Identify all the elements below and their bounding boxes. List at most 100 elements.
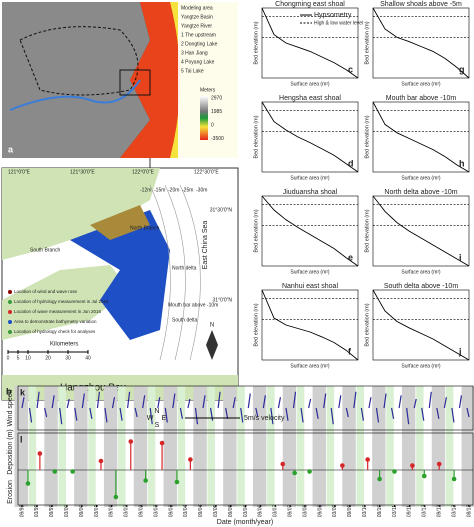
plot-frame [372,101,470,173]
shoal [90,205,150,240]
scale-label: 0 [7,355,10,361]
season-band [252,386,267,507]
wind-stick [390,407,395,419]
plot-frame [261,101,359,173]
compass-b [206,330,218,360]
season-band [133,386,148,507]
point [365,457,370,462]
x-tick-label: 09/11 [407,505,413,517]
contour-label: -12m [140,187,151,193]
wind-stick [240,407,244,423]
x-axis-label: Surface area (m²) [401,175,441,181]
scale-label: 10 [25,355,31,361]
colorbar-label: 2970 [211,95,222,101]
x-tick-label: 08/13 [466,505,472,518]
season-band [74,386,88,507]
panel-title: Jiuduansha shoal [283,189,338,196]
wind-stick [81,393,85,409]
legend-symbol [8,330,12,334]
colorbar-label: 1985 [211,109,222,115]
point [451,476,457,482]
colorbar-label: 0 [211,122,214,128]
wind-stick [66,398,70,409]
compass-label: E [162,415,167,422]
season-band [342,386,356,507]
panel-label: k [20,387,26,397]
x-tick-label: 09/98 [19,505,25,518]
wind-stick [383,393,387,409]
y-axis-label: Bed elevation (m) [253,115,259,158]
x-tick-label: 03/03 [153,505,159,518]
point [340,463,345,468]
hypsometry-curve [372,7,470,79]
wind-stick [142,395,146,409]
hypsometry-curve [261,7,359,79]
season-band [118,386,126,507]
contour-label: -20m [168,187,179,193]
legend-symbol [8,300,12,304]
y-axis-label: Bed elevation (m) [253,303,259,346]
scale-label: 40 [85,355,91,361]
y-axis-label: Erosion [7,480,14,504]
wind-stick [277,397,282,409]
scale-label: 30 [65,355,71,361]
legend-item: Yangtze River [181,23,212,29]
panel-label: c [348,64,353,74]
legend-item: Modeling area [181,5,213,11]
colorbar [200,96,208,140]
legend-item: Location of wave measurement in Jun 2016 [14,309,102,314]
season-band [372,386,386,507]
x-tick-label: 09/01 [109,505,115,518]
legend-item: Area to demonstrate bathymetry variation [14,319,97,324]
x-tick-label: 03/10 [362,505,368,518]
legend-item: 5 Tai Lake [181,68,204,74]
x-axis-label: Surface area (m²) [401,269,441,275]
wind-stick [330,407,334,425]
plot-frame [372,7,470,79]
x-tick-label: 03/00 [64,505,70,518]
y-axis-label: Bed elevation (m) [253,209,259,252]
wind-stick [353,391,357,409]
wind-stick [458,395,463,409]
point [307,469,312,474]
panel-label: h [459,158,465,168]
contour-label: -25m [182,187,193,193]
compass-label: W [147,415,154,422]
point [280,461,286,467]
season-band [147,386,156,507]
compass-label: N [210,323,214,329]
x-tick-label: 09/05 [228,505,234,518]
wind-stick [96,391,101,409]
y-axis-label: Deposition (m) [7,429,14,475]
x-tick-label: 09/04 [198,505,204,518]
point [52,469,58,474]
wind-stick [300,407,304,423]
x-tick-label: 09/08 [317,505,323,518]
wind-stick [149,407,153,425]
wind-stick [428,391,432,409]
place-label: South delta [172,317,198,323]
season-band [312,386,326,507]
panel-title: Shallow shoals above -5m [380,1,462,8]
panel-label: i [459,252,462,262]
lat-label: 31°0'0"N [213,297,233,303]
wind-stick [111,397,116,409]
wind-stick [232,397,236,409]
wind-stick [126,391,131,409]
wind-stick [179,407,183,419]
x-tick-label: 03/07 [273,505,279,518]
wind-stick [164,407,168,423]
panel-title: Chongming east shoal [275,1,345,8]
scale-label: 20 [45,355,51,361]
hypsometry-curve [261,101,359,173]
x-tick-label: 03/05 [213,505,219,518]
wind-stick [225,407,229,419]
point [113,494,119,500]
season-band [237,386,245,507]
point [25,481,31,486]
zoom-box [119,69,151,96]
wind-stick [157,397,161,409]
season-band [416,386,424,507]
panel-label: j [458,346,462,356]
panel-title: North delta above -10m [384,189,457,196]
